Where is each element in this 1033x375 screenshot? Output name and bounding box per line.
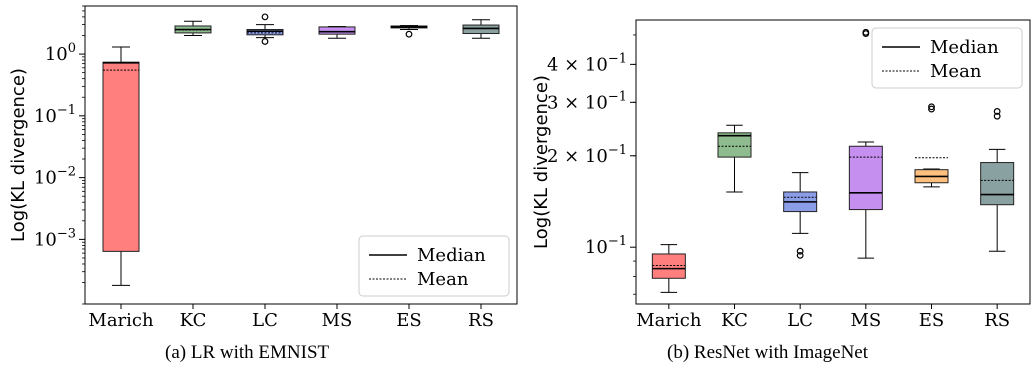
x-tick-label-marich: Marich xyxy=(636,310,702,331)
box-ms xyxy=(318,26,356,35)
x-tick-label-kc: KC xyxy=(180,310,207,331)
box-kc xyxy=(717,132,752,158)
y-tick-label: 10−2 xyxy=(34,165,76,189)
outlier-rs xyxy=(993,108,1001,115)
outlier-lc xyxy=(261,13,269,21)
box-lc xyxy=(246,28,284,36)
box-rs xyxy=(980,162,1015,206)
x-tick-label-rs: RS xyxy=(984,310,1010,331)
y-tick-label: 10−1 xyxy=(34,103,76,127)
outlier-lc xyxy=(796,247,804,255)
outlier-rs xyxy=(993,112,1001,120)
x-tick-label-marich: Marich xyxy=(88,310,154,331)
outlier-lc xyxy=(261,38,269,45)
legend-b: Median Mean xyxy=(871,27,1023,89)
legend-mean-label: Mean xyxy=(930,61,982,82)
legend-median-label: Median xyxy=(930,37,999,58)
y-tick-label: 10−3 xyxy=(34,226,76,250)
x-tick-label-es: ES xyxy=(396,310,421,331)
plot-frame-b xyxy=(635,19,1031,305)
outlier-ms xyxy=(862,28,870,36)
outlier-lc xyxy=(796,251,804,259)
caption-a: (a) LR with EMNIST xyxy=(165,342,330,363)
box-rs xyxy=(462,24,500,35)
box-marich xyxy=(651,253,686,279)
box-ms xyxy=(848,145,883,211)
y-tick-label: 10−1 xyxy=(585,234,627,258)
panel-b-resnet-imagenet: 4 × 10−1 3 × 10−1 2 × 10−1 10−1 Log(KL diver… xyxy=(531,19,1031,331)
outlier-es xyxy=(928,105,935,113)
y-tick-label: 100 xyxy=(45,41,76,65)
x-tick-label-ms: MS xyxy=(322,310,353,331)
x-tick-label-lc: LC xyxy=(787,310,813,331)
outlier-es xyxy=(928,103,935,111)
y-tick-label: 3 × 10−1 xyxy=(547,89,627,113)
x-tick-label-ms: MS xyxy=(850,310,881,331)
plot-frame-a xyxy=(84,5,518,305)
legend-box xyxy=(358,235,510,297)
y-tick-label: 4 × 10−1 xyxy=(547,51,627,75)
y-axis-label: Log(KL divergence) xyxy=(8,68,29,242)
x-tick-label-kc: KC xyxy=(721,310,748,331)
legend-mean-label: Mean xyxy=(417,269,469,290)
legend-median-label: Median xyxy=(417,245,486,266)
legend-a: Median Mean xyxy=(358,235,510,297)
x-tick-label-lc: LC xyxy=(252,310,278,331)
legend-box xyxy=(871,27,1023,89)
y-tick-label: 2 × 10−1 xyxy=(547,143,627,167)
x-tick-label-rs: RS xyxy=(468,310,494,331)
x-tick-label-es: ES xyxy=(919,310,944,331)
y-axis-label: Log(KL divergence) xyxy=(531,75,552,249)
box-marich xyxy=(102,61,140,252)
caption-b: (b) ResNet with ImageNet xyxy=(667,342,869,363)
outlier-es xyxy=(405,30,413,38)
